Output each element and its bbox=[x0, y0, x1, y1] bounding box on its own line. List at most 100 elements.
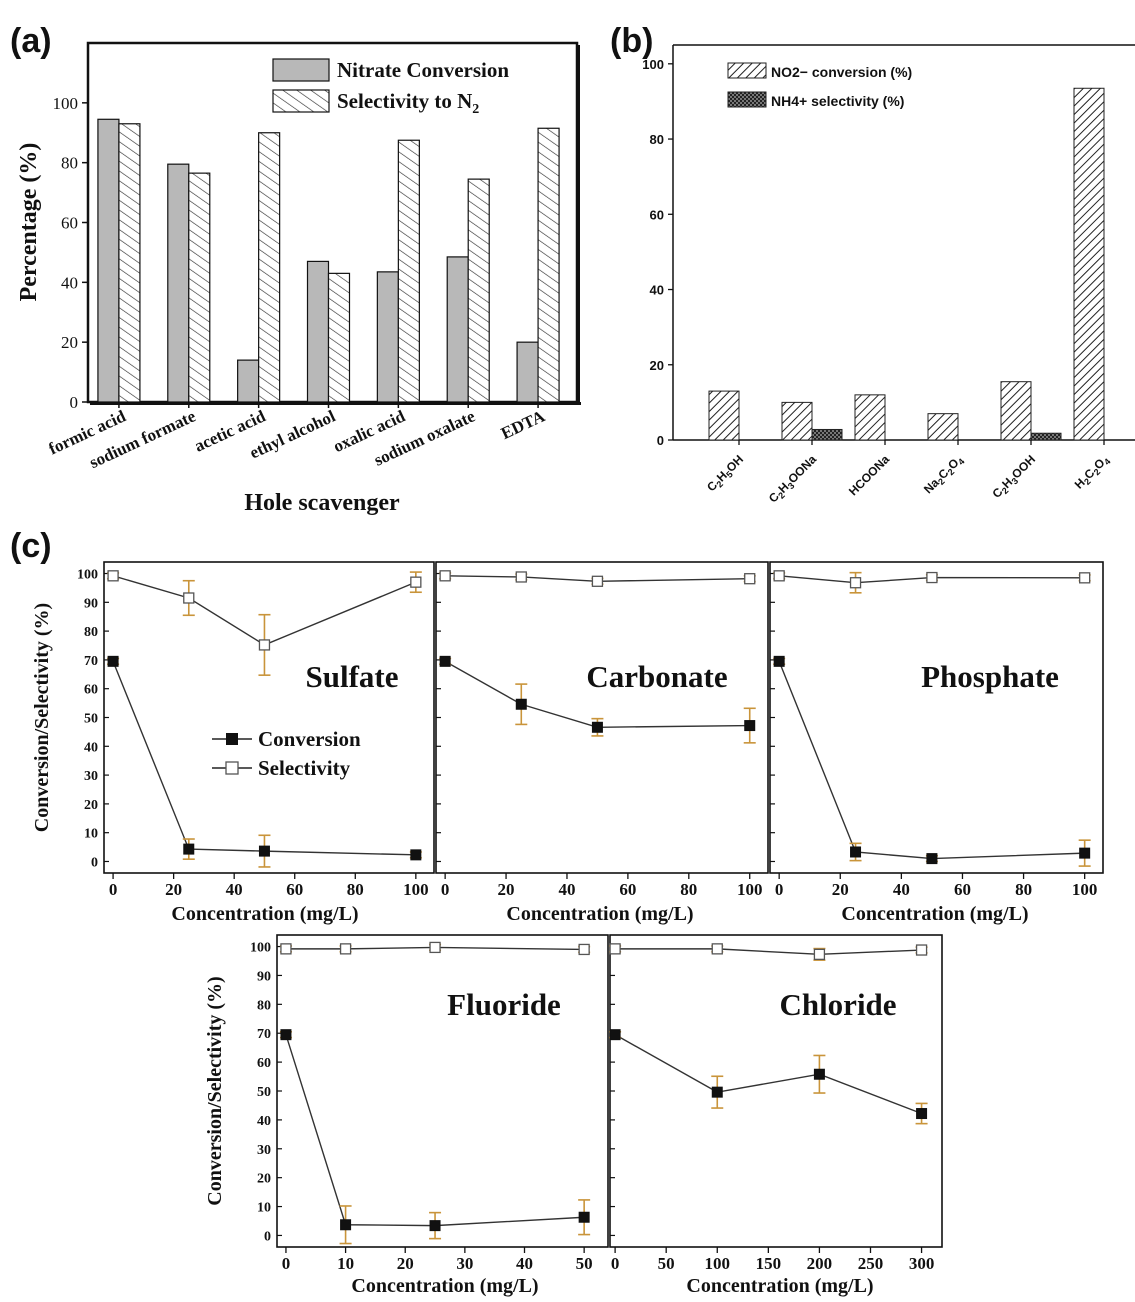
x-tick-label-c: 100 bbox=[705, 1254, 731, 1273]
selectivity-line bbox=[445, 575, 750, 582]
subplot-frame bbox=[769, 561, 1104, 874]
y-tick-label-c: 70 bbox=[257, 1027, 271, 1042]
legend-text: Selectivity to N bbox=[337, 89, 472, 113]
y-tick-label-c: 40 bbox=[84, 740, 98, 755]
panel-b: (b) 0 20 40 60 80 100 C2H5OH C2H3OONa HCOONa Na2C2… bbox=[610, 22, 1135, 507]
y-tick-label-c: 0 bbox=[91, 855, 98, 870]
subplot-frame bbox=[435, 561, 769, 874]
conversion-marker bbox=[258, 845, 270, 857]
subplot-frame bbox=[103, 561, 435, 874]
x-tick-label-b: H2C2O4 bbox=[1072, 452, 1113, 493]
subplot-title: Sulfate bbox=[306, 659, 399, 694]
y-tick-label-a: 80 bbox=[61, 154, 78, 173]
bar-nh4-selectivity bbox=[1030, 432, 1062, 441]
x-tick-label-c: 60 bbox=[619, 880, 636, 899]
bar-conversion bbox=[237, 359, 260, 403]
x-tick-label-c: 0 bbox=[775, 880, 784, 899]
y-tick-label-c: 50 bbox=[257, 1085, 271, 1100]
legend-swatch-conversion bbox=[272, 58, 330, 82]
conversion-marker bbox=[578, 1211, 590, 1223]
subplot-fluoride: 0 10 20 30 40 50 60 70 80 90 100 0 10 20 30 40 50 Concent… bbox=[204, 934, 609, 1297]
conversion-marker bbox=[340, 1219, 352, 1231]
x-tick-label-a: EDTA bbox=[498, 406, 548, 443]
x-tick-label-b: C2H3OONa bbox=[766, 452, 821, 507]
x-tick-label-b: C2H3OOH bbox=[990, 452, 1040, 502]
y-tick-label-c: 100 bbox=[77, 568, 98, 583]
legend-subscript: 2 bbox=[472, 102, 479, 117]
bar-selectivity bbox=[118, 123, 141, 403]
x-tick-label-c: 0 bbox=[611, 1254, 620, 1273]
bar-selectivity bbox=[397, 139, 420, 403]
selectivity-marker bbox=[183, 592, 195, 604]
x-tick-label-c: 100 bbox=[1072, 880, 1098, 899]
x-axis-label-c: Concentration (mg/L) bbox=[506, 903, 693, 925]
legend-swatch-nh4 bbox=[727, 91, 767, 108]
conversion-line bbox=[614, 1034, 922, 1115]
x-tick-label-c: 100 bbox=[403, 880, 429, 899]
subplot-title: Phosphate bbox=[921, 659, 1059, 694]
conversion-marker bbox=[850, 846, 862, 858]
bar-nh4-selectivity bbox=[811, 428, 843, 441]
selectivity-marker bbox=[515, 571, 527, 583]
conversion-marker bbox=[280, 1029, 292, 1041]
x-tick-label-c: 60 bbox=[286, 880, 303, 899]
y-tick-label-c: 20 bbox=[257, 1172, 271, 1187]
selectivity-marker bbox=[439, 570, 451, 582]
bar-selectivity bbox=[467, 178, 490, 403]
bar-no2-conversion bbox=[1000, 381, 1032, 441]
x-tick-label-b: C2H5OH bbox=[704, 452, 747, 495]
x-tick-label-c: 150 bbox=[756, 1254, 782, 1273]
x-tick-label-c: 300 bbox=[909, 1254, 935, 1273]
y-tick-label-c: 70 bbox=[84, 654, 98, 669]
y-tick-label-b: 20 bbox=[650, 358, 664, 373]
bar-no2-conversion bbox=[781, 401, 813, 441]
y-tick-label-b: 0 bbox=[657, 433, 664, 448]
selectivity-marker bbox=[578, 943, 590, 956]
selectivity-line bbox=[285, 946, 585, 951]
selectivity-marker bbox=[339, 943, 352, 955]
y-tick-label-c: 90 bbox=[257, 969, 271, 984]
x-tick-label-c: 80 bbox=[1015, 880, 1032, 899]
x-axis-label-c: Concentration (mg/L) bbox=[841, 903, 1028, 925]
subplot-frame bbox=[609, 934, 943, 1248]
x-axis-label-c: Concentration (mg/L) bbox=[351, 1275, 538, 1297]
y-tick-label-c: 50 bbox=[84, 712, 98, 727]
x-axis-label-c: Concentration (mg/L) bbox=[686, 1275, 873, 1297]
x-tick-label-c: 40 bbox=[558, 880, 575, 899]
conversion-marker bbox=[744, 720, 756, 732]
bar-conversion bbox=[446, 256, 469, 403]
legend-marker-conversion bbox=[226, 733, 238, 745]
legend-c: Conversion Selectivity bbox=[212, 727, 361, 780]
x-tick-label-b: Na2C2O4 bbox=[921, 452, 967, 498]
y-tick-label-c: 30 bbox=[84, 769, 98, 784]
bar-no2-conversion bbox=[927, 413, 959, 441]
frame-shadow-a bbox=[577, 45, 580, 405]
x-tick-label-c: 80 bbox=[680, 880, 697, 899]
y-tick-label-a: 60 bbox=[61, 214, 78, 233]
conversion-marker bbox=[429, 1220, 441, 1232]
conversion-line bbox=[285, 1034, 585, 1227]
y-axis-label-c: Conversion/Selectivity (%) bbox=[31, 603, 53, 832]
y-tick-label-c: 100 bbox=[250, 941, 271, 956]
x-tick-label-c: 30 bbox=[456, 1254, 473, 1273]
x-tick-label-c: 100 bbox=[737, 880, 763, 899]
selectivity-marker bbox=[744, 573, 756, 585]
x-tick-label-c: 10 bbox=[337, 1254, 354, 1273]
conversion-marker bbox=[591, 721, 603, 733]
conversion-marker bbox=[1079, 847, 1091, 859]
selectivity-marker bbox=[429, 941, 441, 954]
bar-selectivity bbox=[188, 172, 211, 403]
bar-conversion bbox=[97, 118, 120, 403]
y-tick-label-b: 60 bbox=[650, 207, 664, 222]
selectivity-marker bbox=[711, 943, 723, 955]
conversion-marker bbox=[183, 843, 195, 855]
bar-selectivity bbox=[327, 272, 351, 403]
x-tick-label-c: 20 bbox=[165, 880, 182, 899]
selectivity-marker bbox=[915, 944, 928, 956]
bar-selectivity bbox=[537, 127, 560, 403]
selectivity-marker bbox=[258, 639, 271, 651]
y-tick-label-c: 10 bbox=[257, 1201, 271, 1216]
